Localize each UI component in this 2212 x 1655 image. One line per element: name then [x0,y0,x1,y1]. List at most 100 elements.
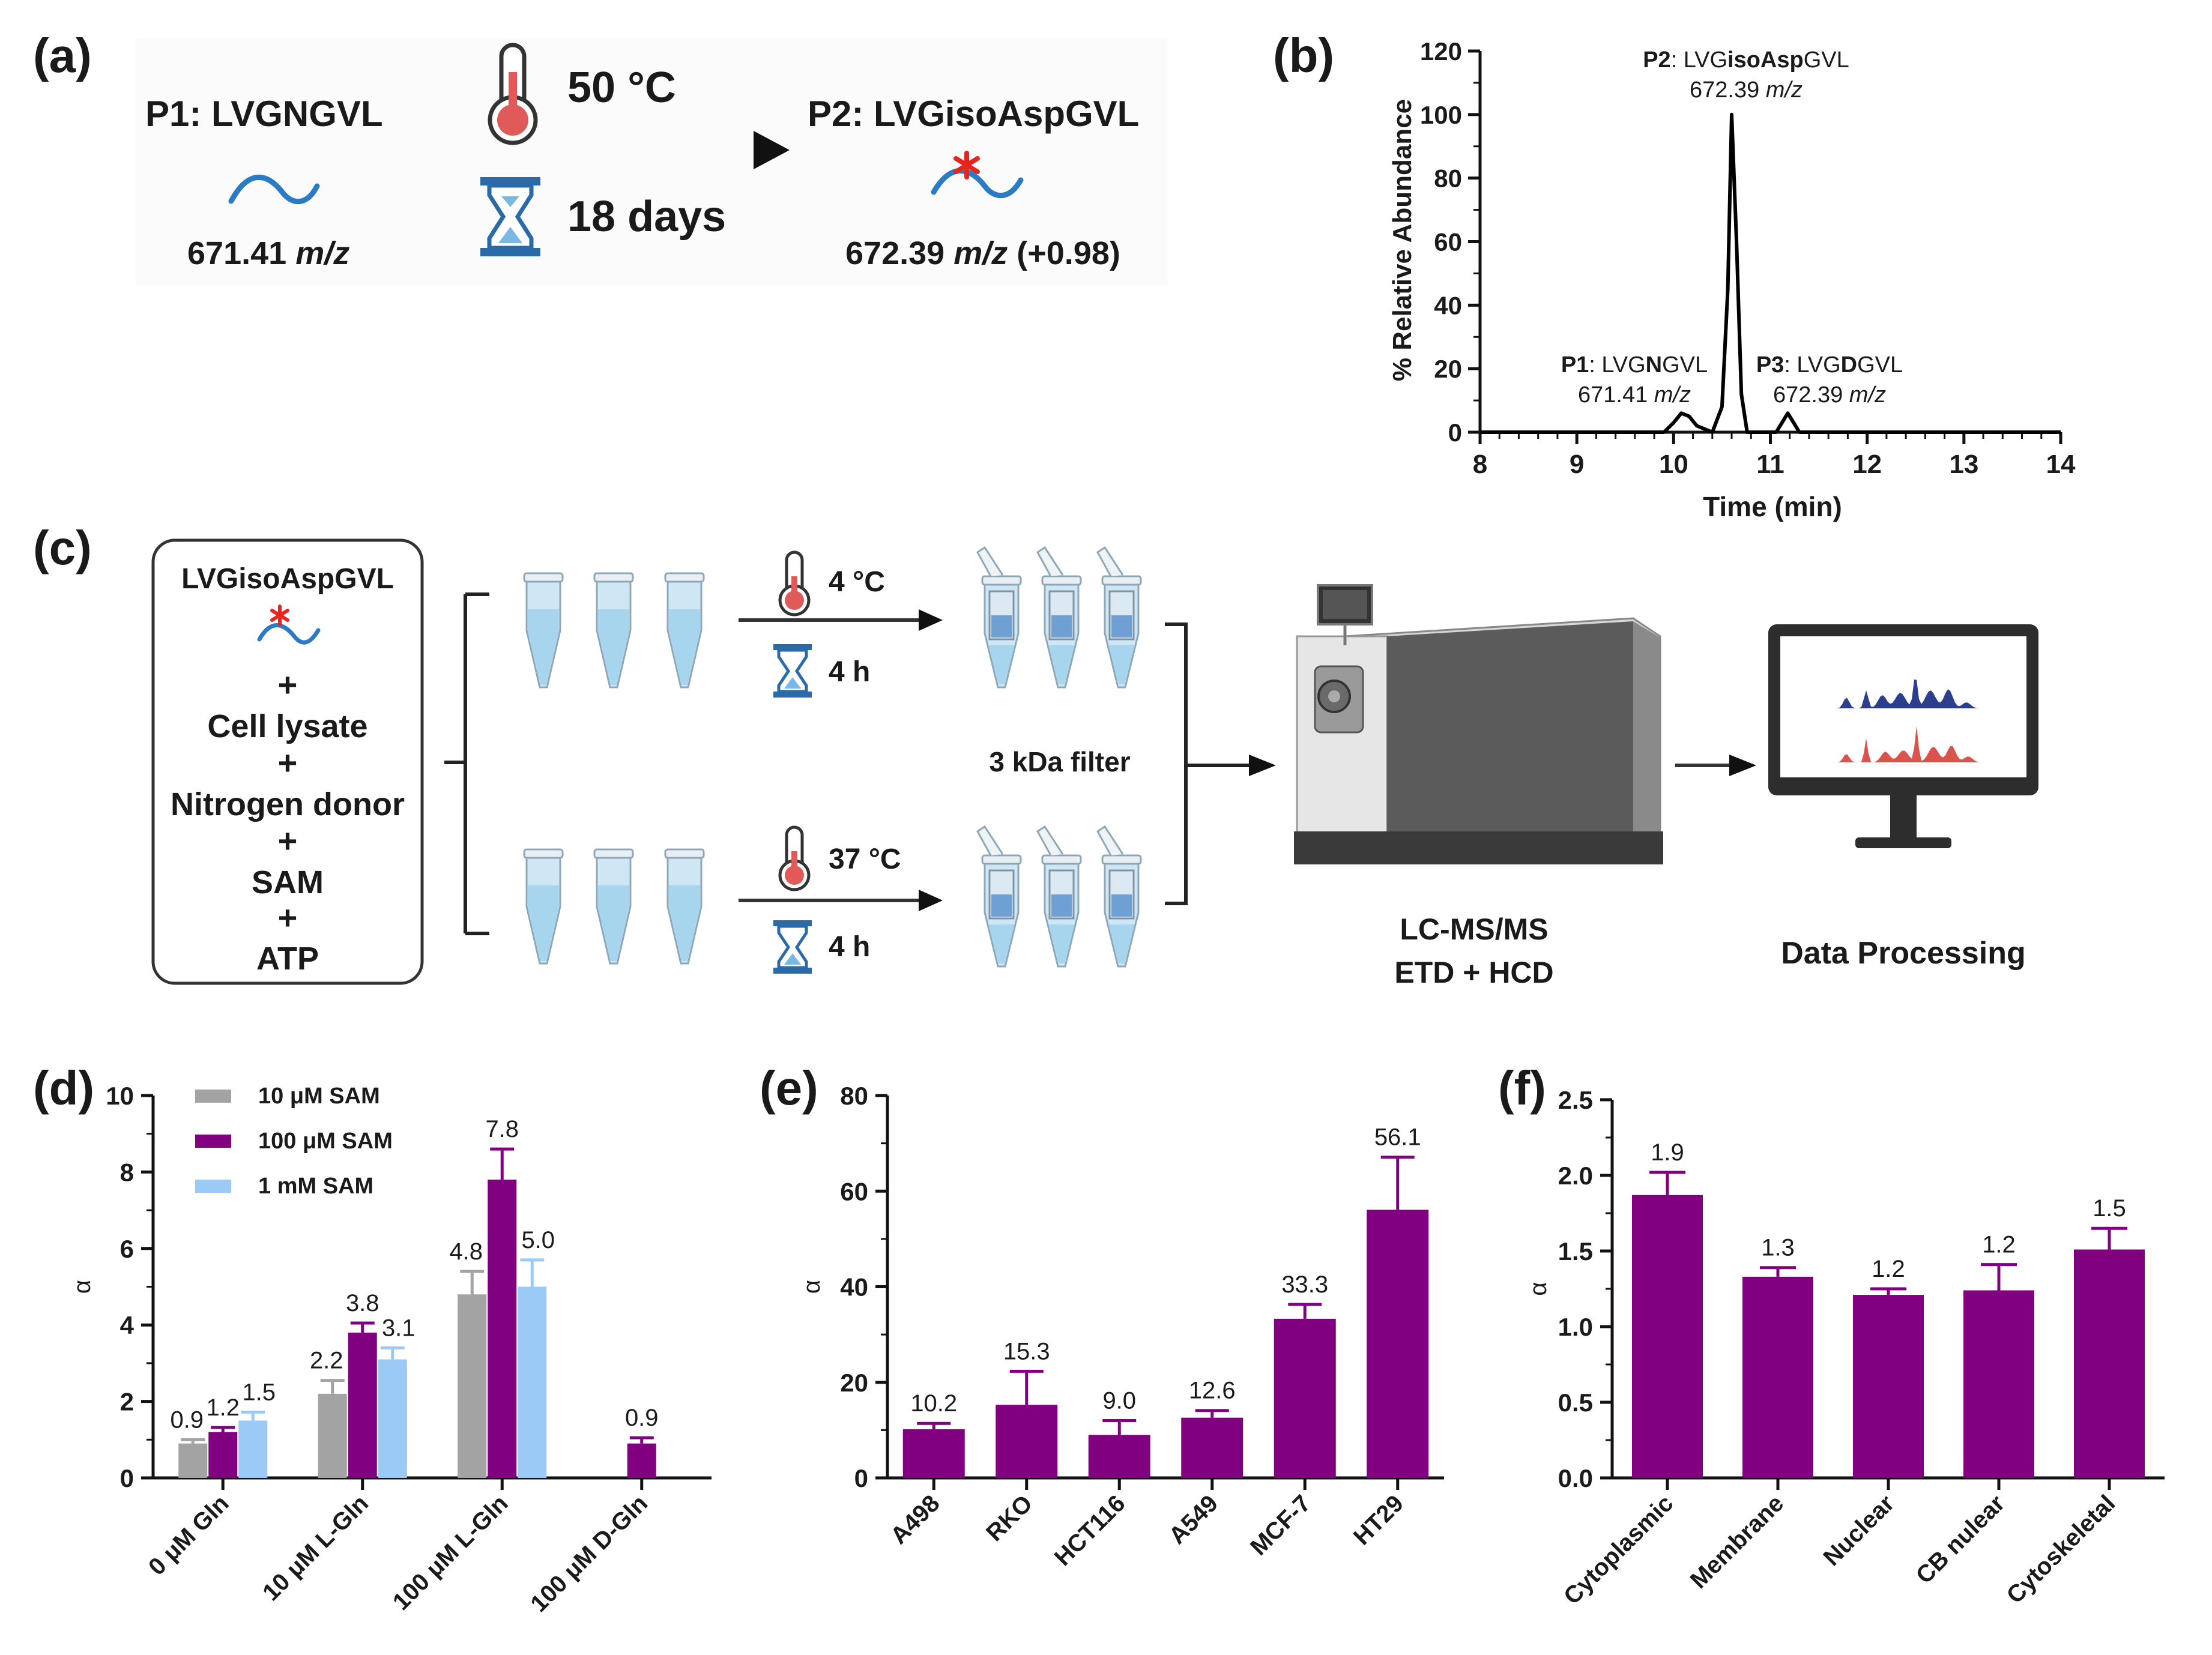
x-tick-label: 14 [2046,450,2076,479]
tube-liquid [528,885,559,961]
merge-bracket [1165,623,1252,905]
bottom-temperature: 37 °C [829,843,901,875]
tube-liquid [669,885,700,961]
bottom-arrow-head-icon [919,890,943,911]
reagent-sam: SAM [252,864,324,900]
tube-top [523,572,564,689]
p2-mz: 672.39 m/z (+0.98) [845,235,1120,271]
filter-tube-bottom [976,825,1022,968]
y-tick-label: 40 [1434,291,1462,319]
bar [488,1180,517,1478]
fragmentation-label: ETD + HCD [1394,956,1553,989]
chromatogram-trace [1480,112,2061,434]
filter-tube-group-top [976,546,1142,689]
p2-label: P2: LVGisoAspGVL [808,94,1139,134]
reaction-mixture-box [151,538,424,985]
top-temperature: 4 °C [829,566,885,598]
filter-insert-liquid [991,615,1012,638]
data-label: 4.8 [449,1238,483,1265]
y-tick-label: 60 [840,1177,868,1205]
panel-f-chart: (f) 0.0 0.5 1.0 1.5 2.0 2.5 α Cytoplasmic 1.9 Mem… [1498,1061,2165,1610]
x-tick-label: 0 μM Gln [144,1490,234,1581]
instrument-label: LC-MS/MS [1400,912,1548,946]
y-tick-label: 20 [1434,355,1462,383]
data-label: 9.0 [1102,1387,1136,1414]
y-tick-label: 1.0 [1558,1313,1593,1341]
modification-star-icon [953,151,980,179]
y-tick-label: 0.5 [1558,1388,1593,1417]
filter-tube-liquid [988,924,1015,963]
x-tick-label: Cytoplasmic [1559,1490,1678,1609]
y-axis-title: % Relative Abundance [1388,99,1417,381]
duration-label: 18 days [567,193,726,241]
tube-liquid [528,609,559,685]
tube-cap [523,848,564,859]
bar [1274,1318,1336,1478]
filter-tube-group-bottom [976,825,1142,968]
panel-label-d: (d) [33,1061,94,1115]
x-tick-label: A549 [1164,1490,1223,1549]
panel-b-chromatogram: (b) % Relative Abundance Time (min) 8 9 10… [1273,29,2076,522]
reaction-arrow-head-icon [754,131,790,169]
filter-tube-lid [1036,546,1064,577]
bar [1853,1295,1924,1478]
filter-tube-lid [1096,825,1124,856]
top-arrow-head-icon [919,609,943,631]
filter-insert-liquid [1051,894,1072,917]
panel-c-workflow: (c) LVGisoAspGVL + Cell lysate + Nitroge… [33,521,2038,989]
data-label: 1.2 [1982,1232,2016,1258]
y-tick-label: 6 [120,1235,134,1263]
top-hourglass-icon [773,644,812,698]
bar [902,1429,965,1478]
data-label: 1.5 [2093,1195,2126,1222]
merge-arrow-head-icon [1249,755,1276,776]
x-tick-label: 10 [1659,450,1688,479]
filter-tube-top [1036,546,1082,689]
tube-cap [593,572,634,583]
spectrum-trace-red [1825,726,1981,762]
x-tick-label: HCT116 [1050,1490,1131,1571]
peak-p1-mz: 671.41 m/z [1578,382,1691,408]
tube-liquid [598,609,629,685]
x-axis-title: Time (min) [1703,491,1842,522]
filter-tube-cap [981,854,1022,865]
x-tick-label: 12 [1852,450,1882,479]
mass-spectrometer-icon [1294,584,1663,864]
substrate-star-icon [270,604,289,626]
filter-insert-liquid [1051,615,1072,638]
panel-label-e: (e) [760,1061,818,1115]
x-tick-label: RKO [981,1490,1038,1546]
y-tick-label: 20 [840,1369,868,1397]
tube-cap [593,848,634,859]
y-tick-label: 4 [120,1311,134,1339]
tube-bottom [593,848,634,965]
y-tick-label: 0 [120,1464,134,1492]
legend-label: 1 mM SAM [258,1174,373,1199]
bottom-time: 4 h [829,931,870,963]
x-tick-label: HT29 [1349,1490,1409,1550]
bar [318,1393,347,1478]
data-label: 56.1 [1374,1124,1421,1151]
bottom-thermometer-icon [778,825,811,891]
y-axis-title: α [69,1280,95,1294]
x-tick-label: CB nulear [1911,1490,2010,1589]
bar [178,1443,208,1478]
plus-3: + [278,822,298,860]
panel-label-f: (f) [1498,1061,1546,1115]
x-tick-label: 100 μM L-Gln [388,1490,513,1615]
filter-tube-bottom [1096,825,1142,968]
data-label: 10.2 [910,1390,957,1417]
y-tick-label: 120 [1420,37,1462,65]
plus-2: + [278,744,298,782]
y-tick-label: 2.5 [1558,1086,1593,1114]
thermometer-icon [488,43,538,145]
data-label: 2.2 [310,1348,343,1374]
y-tick-label: 2.0 [1558,1162,1593,1190]
tube-liquid [598,885,629,961]
data-label: 3.1 [382,1315,416,1341]
y-tick-label: 40 [840,1273,868,1301]
processing-arrow-head-icon [1729,755,1756,776]
reagent-nitrogen-donor: Nitrogen donor [171,786,405,822]
y-tick-label: 60 [1434,228,1462,256]
filter-tube-lid [1096,546,1124,577]
